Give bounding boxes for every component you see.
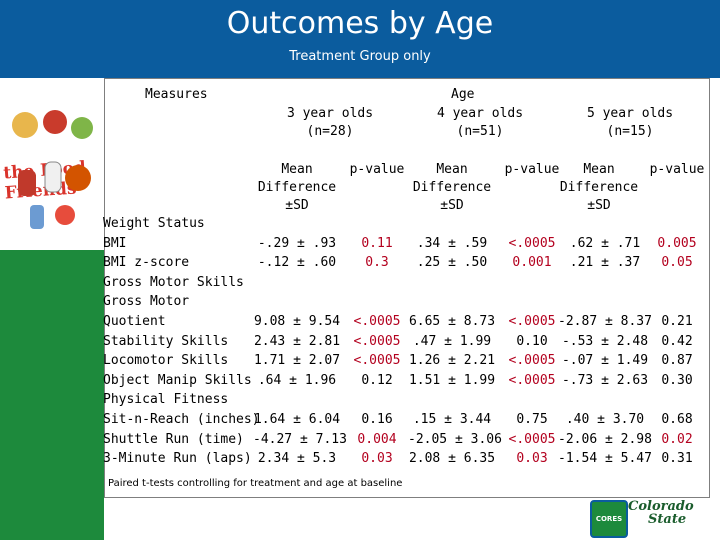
p-value-cell: 0.87 (661, 353, 693, 369)
mean-sd-cell: .40 ± 3.70 (565, 412, 645, 427)
mean-difference-header: Mean (436, 162, 468, 177)
food-friends-logo: the Food Friends (0, 78, 104, 250)
p-value-cell: <.0005 (508, 431, 556, 447)
title-banner: Outcomes by Age Treatment Group only (0, 0, 720, 78)
age-group-name: 5 year olds (586, 106, 674, 121)
p-value-cell: <.0005 (353, 353, 401, 369)
measure-label: BMI (103, 235, 127, 251)
measure-label: Gross Motor (103, 294, 190, 310)
mean-sd-cell: 1.64 ± 6.04 (253, 412, 341, 427)
mean-sd-cell: -.53 ± 2.48 (561, 333, 649, 349)
measure-label: Shuttle Run (time) (103, 431, 244, 447)
mean-sd-cell: .64 ± 1.96 (257, 372, 337, 388)
mean-sd-cell: -.07 ± 1.49 (561, 353, 649, 369)
mean-sd-cell: .21 ± .37 (569, 255, 641, 271)
section-heading: Physical Fitness (103, 392, 229, 408)
csu-line-2: State (648, 512, 687, 527)
mean-sd-cell: -2.06 ± 2.98 (558, 431, 652, 447)
p-value-cell: 0.10 (516, 333, 548, 349)
measures-header: Measures (145, 87, 208, 102)
mean-difference-header: ±SD (587, 198, 611, 213)
mean-difference-header: Difference (257, 180, 337, 195)
age-header: Age (451, 87, 475, 102)
mean-sd-cell: .15 ± 3.44 (412, 412, 492, 427)
mean-sd-cell: .34 ± .59 (416, 235, 488, 251)
age-group-name: 4 year olds (436, 106, 524, 121)
p-value-header: p-value (504, 162, 560, 177)
mean-sd-cell: -.12 ± .60 (257, 255, 337, 271)
mean-sd-cell: -.29 ± .93 (257, 235, 337, 251)
mean-sd-cell: 2.08 ± 6.35 (408, 451, 496, 467)
p-value-cell: 0.03 (516, 451, 548, 467)
p-value-cell: <.0005 (508, 353, 556, 369)
age-group-n: (n=51) (456, 124, 504, 139)
measure-label: Stability Skills (103, 333, 229, 349)
p-value-cell: <.0005 (508, 235, 556, 251)
p-value-cell: 0.03 (361, 451, 393, 467)
age-group-n: (n=15) (606, 124, 654, 139)
p-value-cell: <.0005 (508, 314, 556, 329)
mean-sd-cell: 1.71 ± 2.07 (253, 353, 341, 369)
footnote: Paired t-tests controlling for treatment… (108, 478, 403, 489)
mean-difference-header: Difference (559, 180, 639, 195)
mean-difference-header: Difference (412, 180, 492, 195)
p-value-cell: <.0005 (353, 314, 401, 329)
p-value-cell: 0.30 (661, 372, 693, 388)
p-value-header: p-value (349, 162, 405, 177)
p-value-cell: 0.005 (657, 235, 697, 251)
p-value-cell: 0.05 (661, 255, 693, 271)
mean-difference-header: ±SD (285, 198, 309, 213)
cores-logo: CORES (590, 500, 628, 538)
age-group-n: (n=28) (306, 124, 354, 139)
age-group-name: 3 year olds (286, 106, 374, 121)
p-value-cell: <.0005 (353, 333, 401, 349)
mean-sd-cell: -2.05 ± 3.06 (408, 431, 502, 447)
mean-sd-cell: .47 ± 1.99 (412, 333, 492, 349)
p-value-cell: 0.12 (361, 372, 393, 388)
food-characters-icon (12, 110, 93, 229)
mean-sd-cell: 6.65 ± 8.73 (408, 314, 496, 329)
mean-sd-cell: 2.43 ± 2.81 (253, 333, 341, 349)
mean-sd-cell: 1.51 ± 1.99 (408, 372, 496, 388)
mean-sd-cell: 9.08 ± 9.54 (253, 314, 341, 329)
mean-sd-cell: 2.34 ± 5.3 (257, 451, 337, 467)
p-value-cell: 0.75 (516, 412, 548, 427)
results-table: Measures Age 3 year olds (n=28) 4 year olds (… (103, 78, 710, 498)
mean-difference-header: Mean (583, 162, 615, 177)
mean-sd-cell: 1.26 ± 2.21 (408, 353, 496, 369)
p-value-cell: 0.004 (357, 431, 397, 447)
p-value-cell: 0.68 (661, 412, 693, 427)
csu-line-1: Colorado (628, 499, 694, 514)
left-accent-bar (0, 250, 104, 540)
mean-difference-header: Mean (281, 162, 313, 177)
mean-sd-cell: -1.54 ± 5.47 (558, 451, 652, 467)
page-subtitle: Treatment Group only (289, 49, 431, 64)
measure-label: Object Manip Skills (103, 372, 252, 388)
section-heading: Weight Status (103, 216, 205, 231)
p-value-cell: 0.31 (661, 451, 693, 467)
p-value-header: p-value (649, 162, 705, 177)
mean-sd-cell: .25 ± .50 (416, 255, 488, 271)
section-heading: Gross Motor Skills (103, 274, 244, 290)
measure-label: BMI z-score (103, 255, 190, 271)
colorado-state-logo: Colorado State (628, 500, 694, 526)
mean-sd-cell: -2.87 ± 8.37 (558, 314, 652, 329)
mean-sd-cell: -.73 ± 2.63 (561, 372, 649, 388)
mean-sd-cell: -4.27 ± 7.13 (253, 431, 347, 447)
p-value-cell: 0.21 (661, 314, 693, 329)
measure-label: 3-Minute Run (laps) (103, 451, 252, 467)
p-value-cell: 0.02 (661, 431, 693, 447)
measure-label: Sit-n-Reach (inches) (103, 412, 260, 427)
p-value-cell: 0.001 (512, 255, 552, 271)
measure-label: Locomotor Skills (103, 353, 229, 369)
page-title: Outcomes by Age (226, 6, 494, 41)
measure-label: Quotient (103, 314, 166, 329)
p-value-cell: 0.3 (365, 255, 389, 271)
p-value-cell: <.0005 (508, 372, 556, 388)
mean-difference-header: ±SD (440, 198, 464, 213)
p-value-cell: 0.11 (361, 235, 393, 251)
mean-sd-cell: .62 ± .71 (569, 235, 641, 251)
p-value-cell: 0.42 (661, 333, 693, 349)
p-value-cell: 0.16 (361, 412, 393, 427)
